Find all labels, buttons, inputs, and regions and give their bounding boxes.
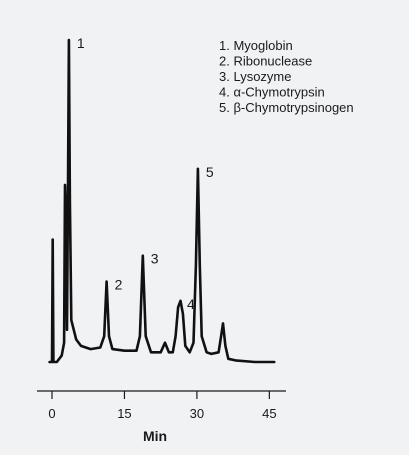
chromatogram-trace-1 — [48, 38, 276, 364]
x-tick-label-0: 0 — [48, 406, 55, 421]
x-axis-title: Min — [143, 428, 167, 444]
legend-entry-1: 1. Myoglobin — [219, 38, 293, 53]
x-axis: 0 15 30 45 Min — [37, 390, 286, 444]
x-tick-label-45: 45 — [262, 406, 276, 421]
x-axis-ticks: 0 15 30 45 — [48, 391, 277, 421]
series-layer — [48, 38, 276, 364]
legend-entry-5: 5. β-Chymotrypsinogen — [219, 100, 354, 115]
legend-entry-3: 3. Lysozyme — [219, 69, 292, 84]
legend-entry-4: 4. α-Chymotrypsin — [219, 85, 325, 100]
peak-label-1: 1 — [77, 35, 85, 51]
peak-labels: 1 2 3 4 5 — [77, 35, 214, 312]
peak-label-4: 4 — [187, 296, 195, 312]
x-tick-label-30: 30 — [190, 406, 204, 421]
peak-label-3: 3 — [151, 251, 159, 267]
legend-entry-2: 2. Ribonuclease — [219, 54, 312, 69]
x-tick-label-15: 15 — [117, 406, 131, 421]
peak-label-2: 2 — [115, 277, 123, 293]
peak-label-5: 5 — [206, 164, 214, 180]
